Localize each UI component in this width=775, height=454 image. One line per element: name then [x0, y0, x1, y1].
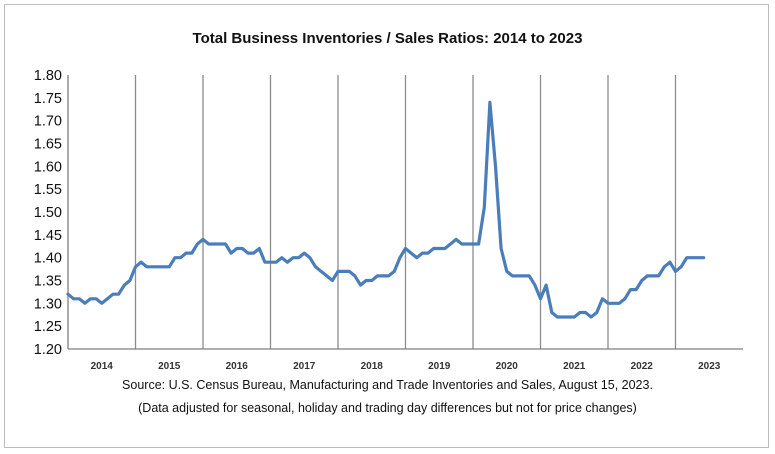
y-tick-label: 1.25 — [34, 319, 62, 335]
adjustment-note: (Data adjusted for seasonal, holiday and… — [138, 401, 637, 415]
chart-frame — [4, 4, 769, 448]
y-tick-label: 1.70 — [34, 114, 62, 130]
y-tick-label: 1.55 — [34, 182, 62, 198]
source-note: Source: U.S. Census Bureau, Manufacturin… — [122, 378, 653, 392]
series-line — [66, 100, 706, 319]
y-tick-label: 1.75 — [34, 91, 62, 107]
x-tick-label: 2018 — [361, 361, 384, 372]
y-tick-label: 1.40 — [34, 251, 62, 267]
y-tick-label: 1.45 — [34, 228, 62, 244]
y-tick-label: 1.65 — [34, 137, 62, 153]
x-tick-label: 2021 — [563, 361, 586, 372]
x-tick-label: 2017 — [293, 361, 316, 372]
y-tick-label: 1.30 — [34, 296, 62, 312]
y-tick-label: 1.60 — [34, 159, 62, 175]
x-tick-label: 2015 — [158, 361, 181, 372]
x-tick-label: 2016 — [226, 361, 249, 372]
x-tick-label: 2020 — [496, 361, 519, 372]
x-tick-label: 2014 — [91, 361, 114, 372]
y-tick-label: 1.20 — [34, 342, 62, 358]
x-tick-label: 2023 — [698, 361, 721, 372]
x-tick-label: 2022 — [631, 361, 654, 372]
y-tick-label: 1.35 — [34, 274, 62, 290]
x-tick-label: 2019 — [428, 361, 451, 372]
y-tick-label: 1.50 — [34, 205, 62, 221]
chart-title: Total Business Inventories / Sales Ratio… — [192, 30, 583, 47]
y-tick-label: 1.80 — [34, 68, 62, 84]
